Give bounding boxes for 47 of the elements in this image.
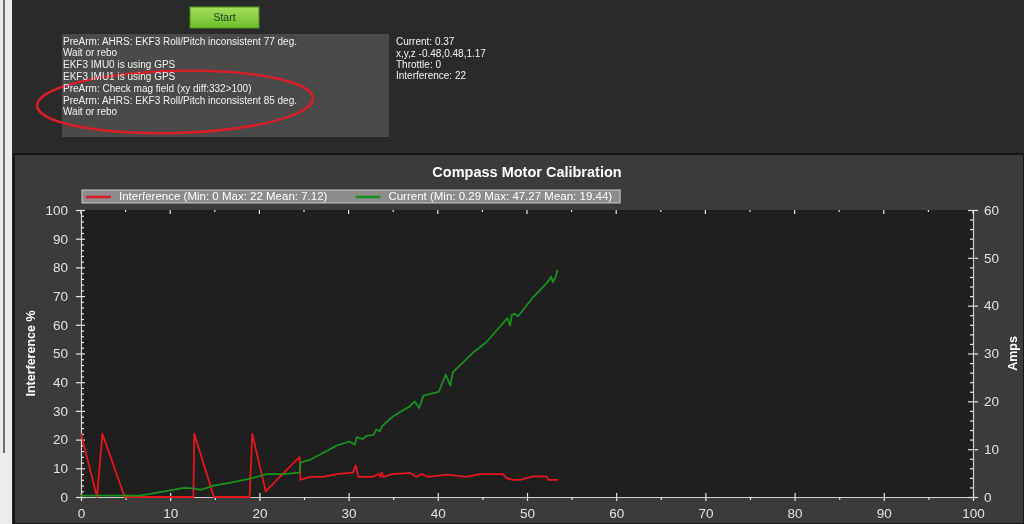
x-tick-label: 30 xyxy=(341,505,357,521)
y2-tick-label: 0 xyxy=(984,489,992,505)
x-tick-label: 20 xyxy=(252,505,268,521)
x-tick-label: 60 xyxy=(609,505,625,521)
y2-axis-title: Amps xyxy=(1006,336,1020,371)
y-tick-label: 30 xyxy=(52,403,68,419)
y-tick-label: 100 xyxy=(45,202,68,218)
y-tick-label: 70 xyxy=(52,288,68,304)
text: Current: 0.37 xyxy=(396,36,455,48)
text: PreArm: AHRS: EKF3 Roll/Pitch inconsistent 85 deg. xyxy=(63,94,297,106)
y-tick-label: 10 xyxy=(52,461,68,477)
x-tick-label: 0 xyxy=(77,505,86,521)
y2-tick-label: 40 xyxy=(984,298,1000,314)
y-tick-label: 20 xyxy=(52,432,68,448)
y-tick-label: 80 xyxy=(52,260,68,276)
x-tick-label: 70 xyxy=(698,505,714,521)
y2-tick-label: 30 xyxy=(984,346,1000,362)
x-tick-label: 50 xyxy=(519,505,536,521)
y-tick-label: 90 xyxy=(52,231,68,247)
y-tick-label: 0 xyxy=(60,489,68,505)
y2-tick-label: 50 xyxy=(984,250,1000,266)
text: Wait or rebo xyxy=(63,47,118,59)
y2-tick-label: 20 xyxy=(984,394,1000,410)
text: PreArm: AHRS: EKF3 Roll/Pitch inconsistent 77 deg. xyxy=(63,35,297,47)
y-tick-label: 60 xyxy=(52,317,68,333)
x-tick-label: 100 xyxy=(962,505,985,521)
x-tick-label: 80 xyxy=(787,505,803,521)
legend-label: Current (Min: 0.29 Max: 47.27 Mean: 19.44) xyxy=(388,190,613,203)
y2-tick-label: 60 xyxy=(984,202,1000,218)
chart-title: Compass Motor Calibration xyxy=(432,163,622,180)
text: Throttle: 0 xyxy=(396,58,442,70)
y-tick-label: 40 xyxy=(52,375,68,391)
line-series xyxy=(81,269,559,497)
line-series xyxy=(81,432,559,498)
y2-tick-label: 10 xyxy=(984,441,1000,457)
text: PreArm: Check mag field (xy diff:332>100) xyxy=(63,82,252,94)
x-tick-label: 90 xyxy=(876,505,892,521)
text: x,y,z -0.48,0.48,1.17 xyxy=(396,47,487,59)
y-tick-label: 50 xyxy=(52,346,68,362)
x-tick-label: 10 xyxy=(163,505,179,521)
text: Start xyxy=(213,10,236,23)
text: Interference: 22 xyxy=(396,70,467,82)
text: EKF3 IMU0 is using GPS xyxy=(63,59,176,71)
legend-label: Interference (Min: 0 Max: 22 Mean: 7.12) xyxy=(119,190,328,203)
y-axis-title: Interference % xyxy=(24,310,38,397)
x-tick-label: 40 xyxy=(430,505,446,521)
text: Wait or rebo xyxy=(63,106,118,118)
